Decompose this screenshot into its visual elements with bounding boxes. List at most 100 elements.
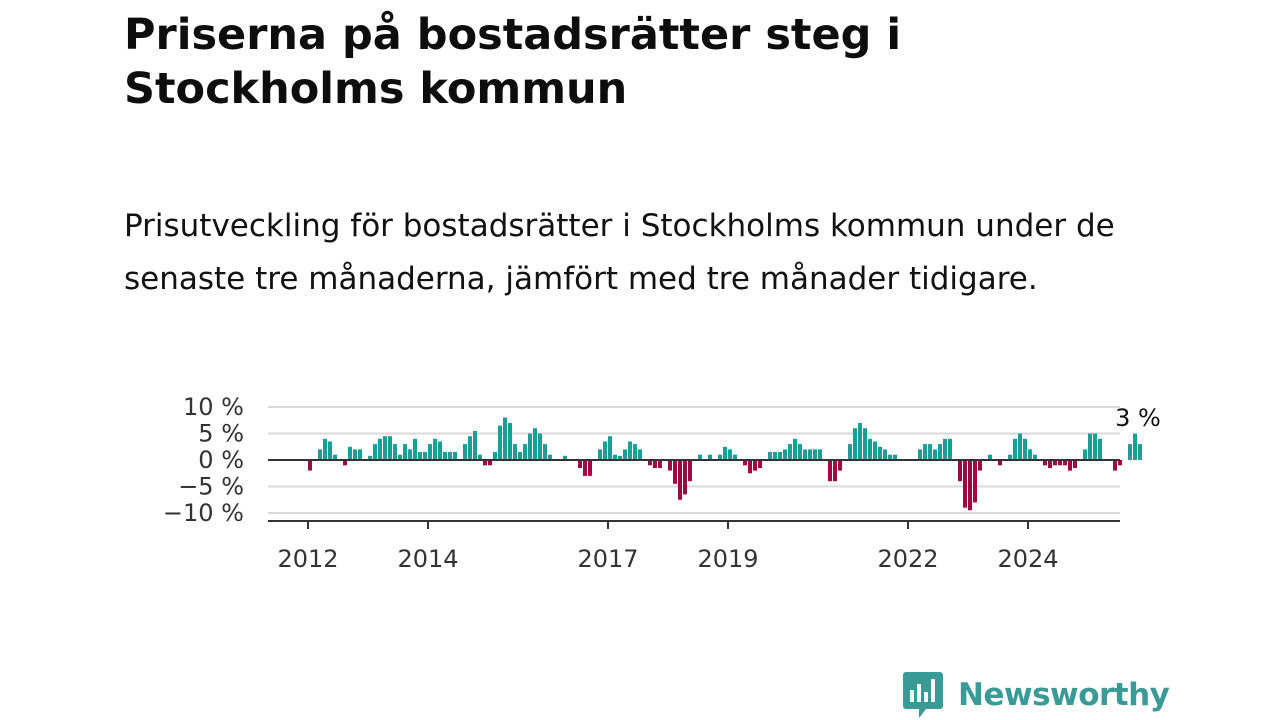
bar	[398, 454, 402, 460]
bar	[773, 452, 777, 460]
bar	[598, 449, 602, 460]
bar	[673, 460, 677, 484]
bar	[783, 449, 787, 460]
y-tick-label: −5 %	[178, 473, 244, 501]
x-tick-label: 2019	[697, 545, 758, 573]
bar	[383, 436, 387, 460]
bar	[943, 438, 947, 460]
last-value-annotation: 3 %	[1115, 404, 1161, 432]
bar	[658, 460, 662, 468]
x-tick-label: 2024	[997, 545, 1058, 573]
bar	[1118, 460, 1122, 466]
bar	[1043, 460, 1047, 466]
bar	[373, 444, 377, 460]
bar	[528, 433, 532, 460]
bar	[818, 449, 822, 460]
y-tick-label: 0 %	[198, 446, 244, 474]
bar	[508, 422, 512, 460]
bar	[833, 460, 837, 482]
price-change-bar-chart: 10 %5 %0 %−5 %−10 % 2012 2014 2017 2019 2022 2…	[163, 393, 1161, 573]
bar	[698, 454, 702, 460]
bar	[473, 430, 477, 460]
bar	[403, 444, 407, 460]
bar	[608, 436, 612, 460]
bar	[468, 436, 472, 460]
x-tick-label: 2022	[877, 545, 938, 573]
bar	[603, 441, 607, 460]
bar	[413, 438, 417, 460]
bar	[938, 444, 942, 460]
newsworthy-logo-icon	[903, 672, 943, 718]
bar	[1133, 433, 1137, 460]
bar	[583, 460, 587, 476]
chart-title: Priserna på bostadsrätter steg i Stockho…	[124, 10, 902, 114]
bar	[443, 452, 447, 460]
bar	[933, 449, 937, 460]
bar	[718, 454, 722, 460]
bar	[1098, 438, 1102, 460]
bar	[358, 449, 362, 460]
bar	[648, 460, 652, 466]
bar	[1113, 460, 1117, 471]
bar	[948, 438, 952, 460]
bar	[733, 454, 737, 460]
x-tick-label: 2017	[577, 545, 638, 573]
bar	[318, 449, 322, 460]
bar	[478, 454, 482, 460]
bar	[978, 460, 982, 471]
x-tick-label: 2012	[277, 545, 338, 573]
bar	[963, 460, 967, 508]
bar	[438, 441, 442, 460]
bar	[308, 460, 312, 471]
bar	[808, 449, 812, 460]
x-tick-label: 2014	[397, 545, 458, 573]
bar	[758, 460, 762, 468]
newsworthy-logo: Newsworthy	[902, 670, 1170, 720]
chart-subtitle: Prisutveckling för bostadsrätter i Stock…	[124, 208, 1115, 297]
bar	[968, 460, 972, 511]
bar	[498, 425, 502, 460]
bar	[893, 454, 897, 460]
bar	[798, 444, 802, 460]
bar	[533, 428, 537, 460]
bar	[353, 449, 357, 460]
bar	[588, 460, 592, 476]
bar	[628, 441, 632, 460]
bar	[1073, 460, 1077, 468]
bar	[493, 452, 497, 460]
bar	[388, 436, 392, 460]
bar	[683, 460, 687, 495]
bar	[513, 444, 517, 460]
bar	[483, 460, 487, 466]
bar	[853, 428, 857, 460]
bar	[368, 455, 372, 460]
bar	[623, 449, 627, 460]
bar	[453, 452, 457, 460]
bar	[1018, 433, 1022, 460]
bar	[838, 460, 842, 471]
bar	[793, 438, 797, 460]
bar	[723, 446, 727, 461]
bar	[858, 422, 862, 460]
bar	[618, 455, 622, 460]
bar	[488, 460, 492, 466]
bar	[1063, 460, 1067, 466]
brand-name: Newsworthy	[958, 677, 1170, 713]
bar	[753, 460, 757, 471]
bar	[378, 438, 382, 460]
bar	[878, 446, 882, 461]
bar	[883, 449, 887, 460]
bar	[988, 454, 992, 460]
bar	[928, 444, 932, 460]
bar	[518, 452, 522, 460]
bar	[418, 452, 422, 460]
bar	[873, 441, 877, 460]
bar	[578, 460, 582, 468]
bar	[848, 444, 852, 460]
bar	[423, 452, 427, 460]
bar	[973, 460, 977, 503]
bar	[748, 460, 752, 474]
bar	[433, 438, 437, 460]
bar	[923, 444, 927, 460]
bar	[328, 441, 332, 460]
